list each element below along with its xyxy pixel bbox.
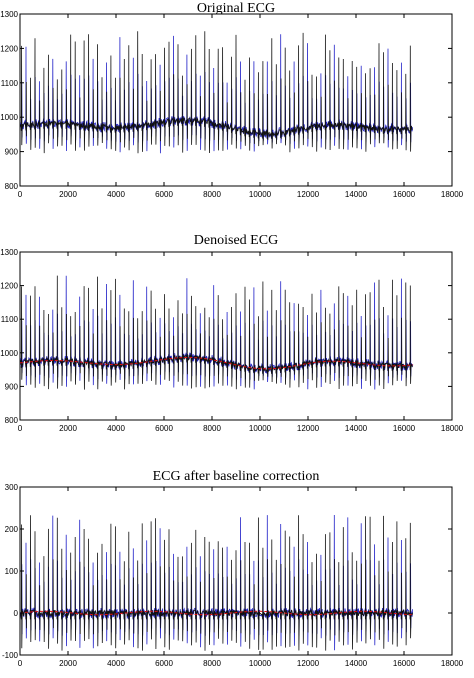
x-tick-label: 4000 [107, 424, 125, 433]
x-tick-label: 6000 [155, 424, 173, 433]
y-tick-label: 1000 [0, 113, 18, 122]
y-tick-label: 0 [14, 609, 19, 618]
x-tick-label: 10000 [249, 190, 272, 199]
x-tick-label: 6000 [155, 659, 173, 668]
x-tick-label: 18000 [441, 424, 464, 433]
y-tick-label: 1300 [0, 10, 18, 19]
x-tick-label: 16000 [393, 190, 416, 199]
y-tick-label: 800 [5, 416, 19, 425]
x-tick-label: 18000 [441, 190, 464, 199]
x-tick-label: 0 [18, 424, 23, 433]
x-tick-label: 2000 [59, 659, 77, 668]
ecg-panel-2: Denoised ECG 0 2000 4000 6000 8000 10000 12000 1… [0, 233, 463, 433]
x-tick-label: 10000 [249, 424, 272, 433]
x-tick-label: 18000 [441, 659, 464, 668]
ecg-trace-blue [20, 275, 413, 390]
ecg-trace-dark [20, 31, 413, 154]
x-tick-label: 8000 [203, 190, 221, 199]
y-tick-label: 800 [5, 182, 19, 191]
y-tick-label: 200 [5, 525, 19, 534]
x-tick-label: 12000 [297, 424, 320, 433]
x-tick-label: 8000 [203, 659, 221, 668]
x-tick-label: 4000 [107, 659, 125, 668]
ecg-trace-dark [20, 275, 413, 390]
y-tick-label: 1000 [0, 349, 18, 358]
baseline-trend-line [20, 610, 414, 616]
panel-title: Denoised ECG [194, 233, 278, 248]
y-tick-label: 1200 [0, 44, 18, 53]
panel-title: ECG after baseline correction [153, 469, 320, 484]
baseline-trend-line [20, 357, 414, 370]
x-tick-label: 14000 [345, 190, 368, 199]
x-tick-label: 4000 [107, 190, 125, 199]
y-tick-label: 1100 [1, 79, 19, 88]
y-tick-label: 900 [5, 382, 19, 391]
x-tick-label: 0 [18, 190, 23, 199]
y-tick-label: 900 [5, 148, 19, 157]
panel-title: Original ECG [197, 1, 275, 16]
x-tick-label: 12000 [297, 190, 320, 199]
x-tick-label: 2000 [59, 424, 77, 433]
y-tick-label: 1200 [0, 282, 18, 291]
y-tick-label: -100 [2, 651, 19, 660]
x-tick-label: 12000 [297, 659, 320, 668]
x-tick-label: 14000 [345, 424, 368, 433]
y-tick-label: 100 [5, 567, 19, 576]
x-tick-label: 16000 [393, 659, 416, 668]
ecg-trace-dark [20, 515, 413, 651]
y-tick-label: 300 [5, 483, 19, 492]
x-tick-label: 16000 [393, 424, 416, 433]
x-tick-label: 0 [18, 659, 23, 668]
ecg-panel-1: Original ECG 0 2000 4000 6000 8000 10000 12000 1… [0, 1, 463, 199]
x-tick-label: 6000 [155, 190, 173, 199]
y-tick-label: 1300 [0, 248, 18, 257]
x-tick-label: 2000 [59, 190, 77, 199]
x-tick-label: 14000 [345, 659, 368, 668]
x-tick-label: 8000 [203, 424, 221, 433]
y-tick-label: 1100 [1, 315, 19, 324]
x-tick-label: 10000 [249, 659, 272, 668]
